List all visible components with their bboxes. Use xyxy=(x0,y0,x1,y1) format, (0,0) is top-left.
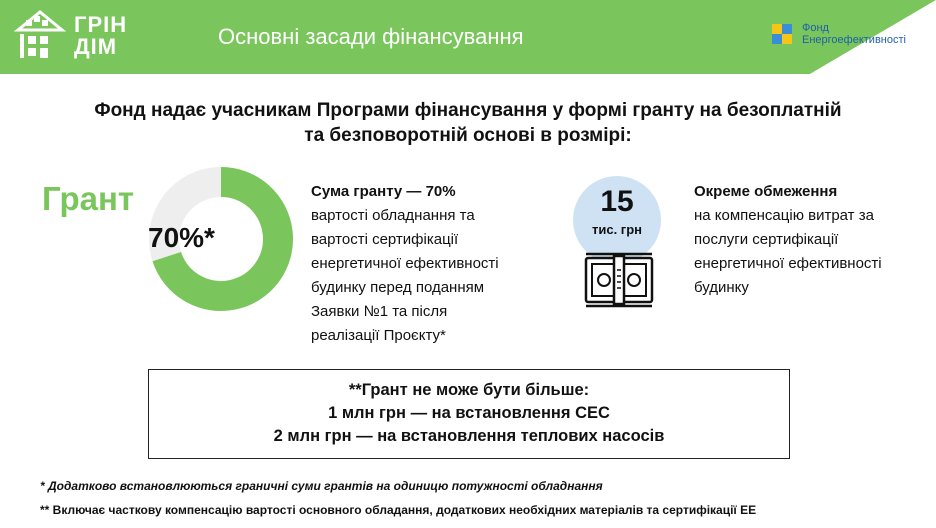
grant-description-line: енергетичної ефективності xyxy=(311,255,499,272)
donut-grant-arc xyxy=(152,167,293,311)
grant-description-line: Заявки №1 та після xyxy=(311,303,448,320)
grant-description-lead: Сума гранту — 70% xyxy=(311,183,456,200)
grant-description: Сума гранту — 70% вартості обладнання та… xyxy=(311,180,541,348)
cap-line-3: 2 млн грн — на встановлення теплових нас… xyxy=(273,427,665,445)
limit-description-line: послуги сертифікації xyxy=(694,231,839,248)
house-solar-icon xyxy=(13,10,67,58)
header-band xyxy=(0,0,936,74)
money-stack-icon xyxy=(584,252,654,308)
fund-logo-line-1: Фонд xyxy=(802,22,829,34)
limit-circle xyxy=(573,176,661,264)
header: ГРІН ДІМ Основні засади фінансування Фон… xyxy=(0,0,936,74)
intro-line-2: та безповоротній основі в розмірі: xyxy=(304,125,632,146)
grin-dim-logo: ГРІН ДІМ xyxy=(12,6,126,68)
logo-wordmark: ГРІН ДІМ xyxy=(74,14,127,58)
limit-description-line: будинку xyxy=(694,279,749,296)
limit-description: Окреме обмеження на компенсацію витрат з… xyxy=(694,180,924,300)
limit-description-line: на компенсацію витрат за xyxy=(694,207,874,224)
page-title: Основні засади фінансування xyxy=(218,24,524,49)
energy-fund-logo: Фонд Енергоефективності xyxy=(770,20,930,50)
logo-line-2: ДІМ xyxy=(74,34,118,59)
grant-description-line: вартості сертифікації xyxy=(311,231,459,248)
grant-percent-label: 70%* xyxy=(148,222,215,253)
fund-logo-line-2: Енергоефективності xyxy=(802,34,906,46)
cap-line-1: **Грант не може бути більше: xyxy=(348,381,590,399)
limit-description-lead: Окреме обмеження xyxy=(694,183,838,200)
fund-logo-text: Фонд Енергоефективності xyxy=(802,22,906,46)
grant-heading: Грант xyxy=(42,180,135,217)
footnote-2: ** Включає часткову компенсацію вартості… xyxy=(40,503,757,517)
limit-unit: тис. грн xyxy=(591,222,643,237)
grant-description-line: будинку перед поданням xyxy=(311,279,485,296)
grant-cap-box: **Грант не може бути більше: 1 млн грн —… xyxy=(148,369,790,459)
grant-description-line: реалізації Проєкту* xyxy=(311,327,446,344)
grant-share-donut xyxy=(149,167,293,311)
grant-description-line: вартості обладнання та xyxy=(311,207,475,224)
footnote-1: * Додатково встановлюються граничні суми… xyxy=(40,479,603,493)
limit-amount: 15 xyxy=(600,185,634,218)
intro-heading: Фонд надає учасникам Програми фінансуван… xyxy=(30,98,906,148)
cap-line-2: 1 млн грн — на встановлення СЕС xyxy=(328,404,610,422)
intro-line-1: Фонд надає учасникам Програми фінансуван… xyxy=(94,100,842,121)
limit-description-line: енергетичної ефективності xyxy=(694,255,882,272)
logo-line-1: ГРІН xyxy=(74,12,128,37)
fund-mark-icon xyxy=(772,24,792,44)
